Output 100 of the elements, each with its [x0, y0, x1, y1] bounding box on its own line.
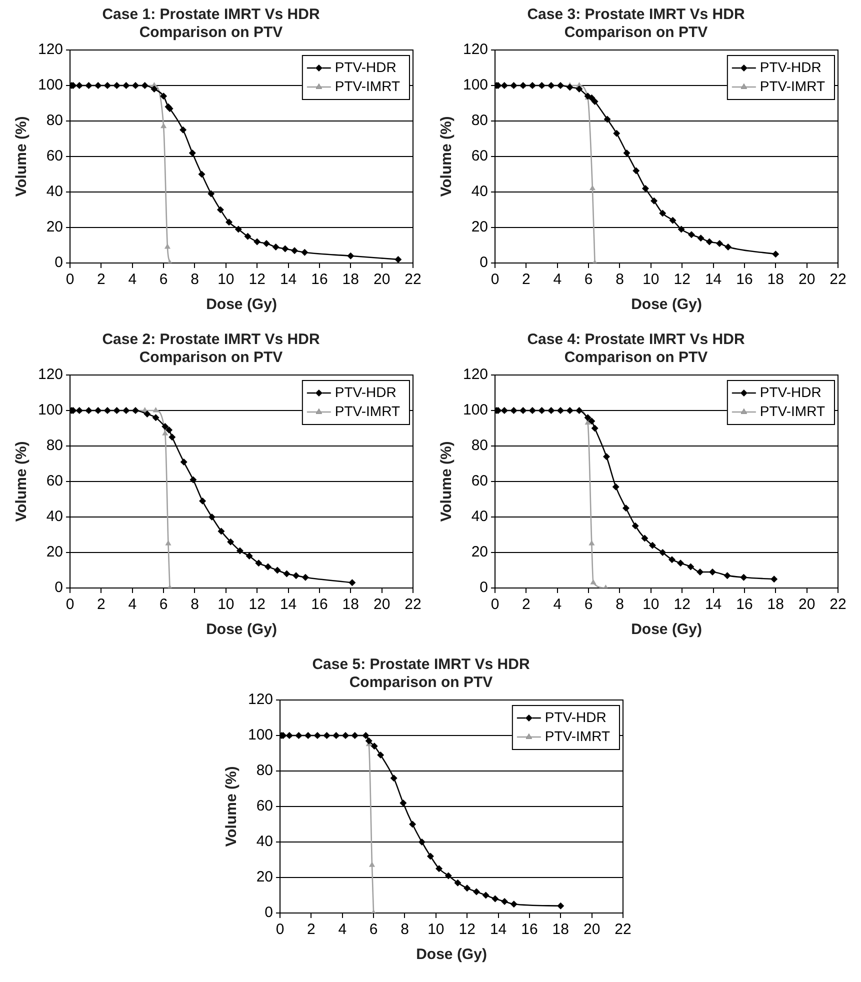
x-tick-label: 18 [342, 271, 359, 288]
x-axis-title: Dose (Gy) [631, 621, 702, 638]
x-tick-label: 16 [736, 271, 753, 288]
point [706, 238, 713, 246]
x-tick-label: 14 [490, 921, 507, 938]
chart-title: Case 4: Prostate IMRT Vs HDR Comparison on PTV [527, 331, 745, 366]
point [166, 426, 173, 434]
x-tick-label: 22 [830, 596, 846, 614]
point [576, 86, 583, 93]
point [274, 566, 281, 574]
x-tick-label: 20 [798, 271, 816, 288]
x-axis-title: Dose (Gy) [631, 296, 702, 314]
x-tick-label: 14 [280, 271, 297, 288]
point [642, 184, 649, 192]
x-tick-label: 4 [128, 271, 137, 288]
y-axis-title: Volume (%) [13, 116, 30, 197]
point [162, 422, 169, 430]
legend-label: PTV-HDR [760, 384, 822, 400]
y-tick-label: 20 [471, 218, 488, 236]
point [650, 197, 658, 204]
x-tick-label: 18 [342, 596, 359, 614]
point [188, 149, 196, 156]
point [208, 190, 215, 198]
point [409, 820, 416, 828]
y-axis-title: Volume (%) [438, 441, 456, 522]
point [234, 226, 242, 233]
y-tick-label: 0 [54, 579, 64, 596]
y-tick-label: 120 [248, 691, 274, 708]
point [591, 424, 598, 432]
point [566, 84, 574, 91]
point [602, 453, 610, 460]
point [436, 865, 443, 872]
x-tick-label: 16 [311, 596, 328, 614]
chart-title: Case 3: Prostate IMRT Vs HDR Comparison on PTV [527, 6, 745, 42]
point [472, 888, 480, 896]
x-tick-label: 0 [66, 271, 74, 288]
point [150, 86, 158, 93]
x-tick-label: 20 [373, 271, 390, 288]
y-tick-label: 40 [256, 833, 274, 850]
point [394, 256, 402, 263]
point [282, 245, 289, 252]
point [370, 742, 378, 750]
legend-label: PTV-IMRT [544, 728, 610, 744]
legend-label: PTV-HDR [334, 58, 396, 75]
point [190, 476, 197, 484]
x-tick-label: 4 [553, 596, 562, 614]
point [180, 458, 188, 466]
x-tick-label: 2 [97, 596, 106, 614]
x-tick-label: 22 [404, 596, 422, 614]
y-tick-label: 120 [38, 41, 64, 58]
x-tick-label: 22 [404, 271, 422, 288]
point [377, 752, 384, 759]
y-tick-label: 120 [462, 366, 488, 384]
chart-title: Case 5: Prostate IMRT Vs HDR Comparison on PTV [312, 656, 530, 692]
x-axis-title: Dose (Gy) [206, 621, 277, 638]
x-tick-label: 18 [767, 596, 784, 614]
y-tick-label: 0 [264, 904, 274, 922]
point [724, 244, 732, 251]
point [659, 210, 666, 217]
y-tick-label: 100 [462, 76, 488, 94]
y-tick-label: 120 [462, 41, 488, 58]
point [697, 234, 704, 242]
point [144, 410, 151, 418]
x-tick-label: 10 [218, 271, 234, 288]
x-tick-label: 0 [490, 596, 500, 614]
y-axis-title: Volume (%) [13, 441, 30, 522]
point [246, 552, 253, 560]
x-axis-title: Dose (Gy) [416, 946, 487, 964]
y-tick-label: 40 [471, 183, 488, 200]
point [677, 560, 684, 567]
point [492, 895, 499, 902]
y-tick-label: 20 [46, 544, 64, 561]
x-tick-label: 12 [248, 596, 266, 614]
point [648, 542, 656, 549]
point [668, 556, 676, 564]
chart-title: Case 1: Prostate IMRT Vs HDR Comparison on PTV [102, 6, 320, 42]
y-tick-label: 60 [471, 472, 488, 490]
point [283, 570, 290, 578]
y-tick-label: 100 [38, 76, 64, 94]
x-tick-label: 0 [276, 921, 284, 938]
point [244, 232, 252, 240]
point [770, 576, 778, 583]
legend-label: PTV-IMRT [760, 402, 826, 419]
y-tick-label: 40 [471, 508, 488, 526]
point [152, 414, 160, 422]
point [390, 774, 398, 782]
point [632, 522, 639, 530]
point [613, 130, 620, 137]
y-tick-label: 0 [480, 254, 488, 272]
point [464, 884, 471, 892]
point [348, 579, 356, 586]
x-tick-label: 6 [584, 271, 593, 288]
point [641, 534, 648, 542]
y-tick-label: 60 [46, 472, 64, 490]
y-tick-label: 80 [46, 112, 64, 130]
x-tick-label: 6 [369, 921, 378, 938]
legend-label: PTV-HDR [544, 708, 606, 725]
point [557, 902, 564, 910]
point [198, 170, 206, 178]
point [291, 247, 298, 254]
